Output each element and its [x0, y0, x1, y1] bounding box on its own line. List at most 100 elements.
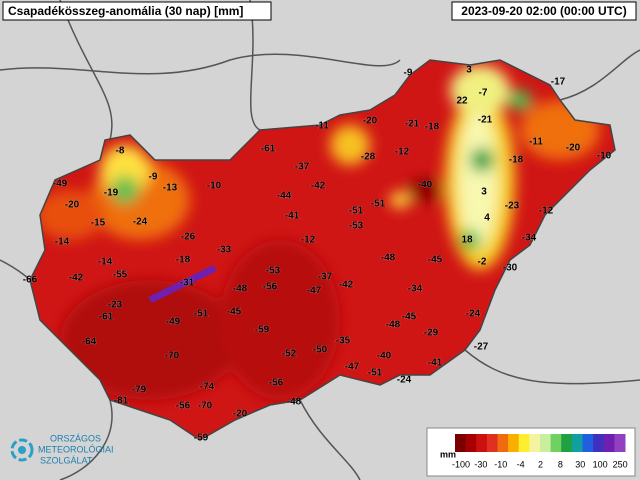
station-value: -24 — [133, 217, 148, 228]
station-value: -20 — [65, 200, 80, 211]
station-value: -55 — [113, 270, 128, 281]
station-value: 22 — [456, 96, 468, 107]
legend-swatch — [614, 434, 626, 452]
station-value: -11 — [315, 121, 329, 132]
station-value: -45 — [402, 312, 417, 323]
legend-swatch — [455, 434, 467, 452]
legend-swatch — [571, 434, 583, 452]
station-value: -42 — [69, 273, 84, 284]
station-value: -23 — [505, 201, 520, 212]
station-value: -10 — [597, 151, 612, 162]
station-value: -49 — [53, 179, 68, 190]
legend-swatch — [497, 434, 509, 452]
legend-swatch — [465, 434, 477, 452]
legend-label: -30 — [474, 459, 487, 469]
timestamp-box — [451, 1, 637, 21]
station-value: -11 — [529, 137, 543, 148]
station-value: -9 — [404, 68, 413, 79]
station-value: -52 — [282, 349, 297, 360]
station-value: -53 — [349, 221, 364, 232]
station-value: -56 — [269, 378, 284, 389]
station-value: -14 — [98, 257, 113, 268]
station-value: -34 — [522, 233, 537, 244]
legend-swatch — [518, 434, 530, 452]
legend-label: -4 — [517, 459, 525, 469]
legend: -100 -30 -10 -4 2 8 30 100 250 — [452, 434, 628, 469]
legend-label: -100 — [452, 459, 470, 469]
legend-label: 2 — [538, 459, 543, 469]
station-value: -48 — [386, 320, 401, 331]
station-value: -18 — [509, 155, 524, 166]
station-value: -64 — [82, 337, 97, 348]
station-value: 4 — [484, 213, 490, 224]
legend-unit: mm — [440, 449, 456, 459]
station-value: -50 — [313, 345, 328, 356]
station-value: -42 — [311, 181, 326, 192]
station-value: -66 — [23, 275, 38, 286]
station-value: -20 — [363, 116, 378, 127]
station-value: -41 — [285, 211, 300, 222]
station-value: -35 — [336, 336, 351, 347]
station-value: -37 — [295, 162, 310, 173]
legend-swatch — [561, 434, 573, 452]
station-value: -48 — [287, 397, 302, 408]
legend-swatch — [476, 434, 488, 452]
lake — [148, 264, 217, 304]
title: Csapadékösszeg-anomália (30 nap) [mm] — [8, 4, 243, 18]
station-value: -33 — [217, 245, 232, 256]
station-value: -19 — [104, 188, 119, 199]
legend-swatch — [582, 434, 594, 452]
logo: ORSZÁGOS METEOROLÓGIAI SZOLGÁLAT — [10, 433, 114, 465]
station-value: -9 — [149, 172, 158, 183]
legend-swatch — [508, 434, 520, 452]
station-value: -70 — [198, 401, 213, 412]
station-value: -40 — [418, 180, 433, 191]
station-value: -26 — [181, 232, 196, 243]
station-value: -51 — [371, 199, 386, 210]
station-value: -18 — [425, 122, 440, 133]
legend-swatch — [486, 434, 498, 452]
station-value: -70 — [165, 351, 180, 362]
station-value: -51 — [368, 368, 383, 379]
station-value: -61 — [99, 312, 114, 323]
station-value: -49 — [166, 317, 181, 328]
station-value: -21 — [405, 119, 420, 130]
station-value: -12 — [395, 147, 410, 158]
legend-swatch — [603, 434, 615, 452]
title-box — [2, 1, 272, 21]
station-value: -40 — [377, 351, 392, 362]
country-border — [29, 59, 616, 441]
station-value: -18 — [176, 255, 191, 266]
station-value: -2 — [478, 257, 487, 268]
station-value: -10 — [207, 181, 222, 192]
station-value: -61 — [261, 144, 276, 155]
timestamp: 2023-09-20 02:00 (00:00 UTC) — [461, 4, 626, 18]
station-value: -42 — [339, 280, 354, 291]
station-value: -23 — [108, 300, 123, 311]
station-value: -20 — [233, 409, 248, 420]
station-value: -56 — [176, 401, 191, 412]
stations: -9 3-17-722-11 -20 -21 -18-21-11-20-10-8 -61-… — [22, 64, 612, 444]
station-value: -45 — [227, 307, 242, 318]
legend-label: 250 — [613, 459, 628, 469]
logo-text: SZOLGÁLAT — [40, 455, 93, 465]
station-value: -34 — [408, 284, 423, 295]
station-value: -15 — [91, 218, 106, 229]
legend-swatch — [529, 434, 541, 452]
station-value: -20 — [566, 143, 581, 154]
station-value: -48 — [381, 253, 396, 264]
station-value: -29 — [424, 328, 439, 339]
station-value: -21 — [478, 115, 493, 126]
station-value: 3 — [481, 187, 487, 198]
legend-swatch — [593, 434, 605, 452]
legend-label: -10 — [494, 459, 507, 469]
station-value: 18 — [461, 235, 473, 246]
station-value: -47 — [307, 286, 322, 297]
station-value: -24 — [466, 309, 481, 320]
station-value: -14 — [55, 237, 70, 248]
station-value: -37 — [318, 272, 333, 283]
station-value: 3 — [466, 65, 472, 76]
station-value: -51 — [194, 309, 209, 320]
station-value: -53 — [266, 266, 281, 277]
